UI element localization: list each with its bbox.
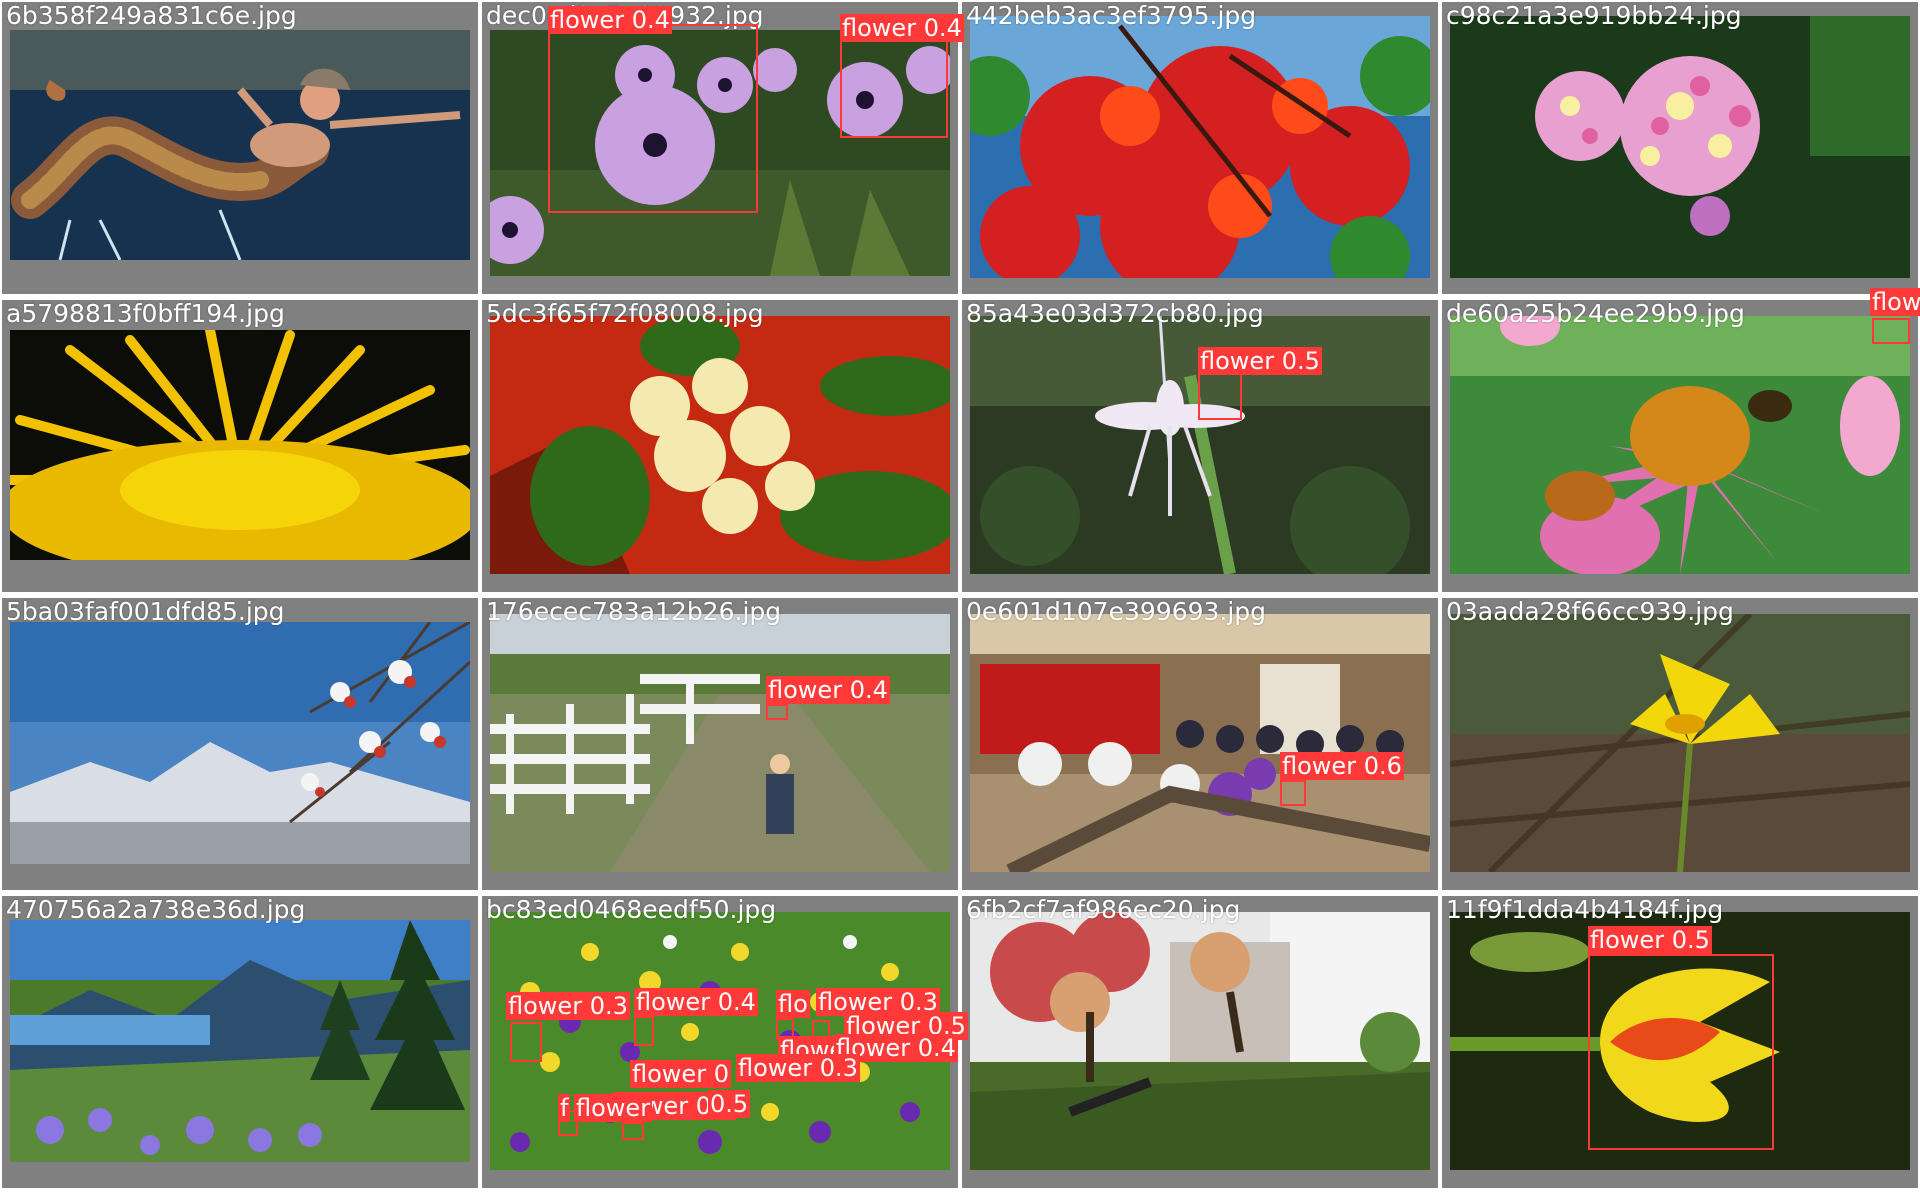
detection-label: flower 0.3 bbox=[736, 1054, 860, 1082]
tile-13-photo bbox=[10, 920, 470, 1162]
filename-label: 442beb3ac3ef3795.jpg bbox=[966, 1, 1257, 30]
detection-label: flower 0.5 bbox=[1198, 347, 1322, 375]
filename-label: 85a43e03d372cb80.jpg bbox=[966, 299, 1264, 328]
tile-12-photo bbox=[1450, 614, 1910, 872]
detection-label: flower 0.4 bbox=[766, 676, 890, 704]
tile-7[interactable]: 85a43e03d372cb80.jpg flower 0.5 bbox=[962, 299, 1438, 592]
detection-label: flower 0.6 bbox=[1280, 752, 1404, 780]
detection-box bbox=[510, 1022, 542, 1062]
tile-2-photo bbox=[490, 30, 950, 276]
tile-8-photo bbox=[1450, 316, 1910, 574]
filename-label: 5dc3f65f72f08008.jpg bbox=[486, 299, 764, 328]
tile-3-photo bbox=[970, 16, 1430, 278]
filename-label: 6b358f249a831c6e.jpg bbox=[6, 1, 297, 30]
detection-box bbox=[622, 1122, 644, 1140]
detection-box bbox=[766, 704, 788, 720]
tile-15-photo bbox=[970, 912, 1430, 1170]
detection-box bbox=[1280, 780, 1306, 806]
tile-16[interactable]: 11f9f1dda4b4184f.jpg flower 0.5 bbox=[1442, 895, 1918, 1188]
detection-box bbox=[1198, 372, 1242, 420]
tile-14-photo bbox=[490, 912, 950, 1170]
tile-12[interactable]: 03aada28f66cc939.jpg bbox=[1442, 597, 1918, 890]
detection-box bbox=[548, 24, 758, 213]
tile-5[interactable]: a5798813f0bff194.jpg bbox=[2, 299, 478, 592]
tile-1[interactable]: 6b358f249a831c6e.jpg bbox=[2, 1, 478, 294]
tile-10[interactable]: 176ecec783a12b26.jpg flower 0.4 bbox=[482, 597, 958, 890]
tile-1-photo bbox=[10, 30, 470, 260]
detection-label: flower 0.3 bbox=[506, 992, 630, 1020]
detection-box bbox=[1588, 954, 1774, 1150]
detection-label: flower 0.5 bbox=[1588, 926, 1712, 954]
filename-label: 5ba03faf001dfd85.jpg bbox=[6, 597, 285, 626]
tile-6-photo bbox=[490, 316, 950, 574]
detection-box bbox=[1872, 318, 1910, 344]
tile-14[interactable]: bc83ed0468eedf50.jpg flower 0.3 flower 0… bbox=[482, 895, 968, 1188]
tile-9-photo bbox=[10, 622, 470, 864]
detection-label: flower 0.4 bbox=[840, 14, 964, 42]
tile-11[interactable]: 0e601d107e399693.jpg flower 0.6 bbox=[962, 597, 1438, 890]
tile-4-photo bbox=[1450, 16, 1910, 278]
tile-3[interactable]: 442beb3ac3ef3795.jpg bbox=[962, 1, 1438, 294]
filename-label: de60a25b24ee29b9.jpg bbox=[1446, 299, 1745, 328]
tile-11-photo bbox=[970, 614, 1430, 872]
detection-label: flower 0.3 bbox=[816, 988, 940, 1016]
tile-2[interactable]: dec0cd2c5a93932.jpg flower 0.4 flower 0.… bbox=[482, 1, 964, 294]
detection-label: flower 0.4 bbox=[548, 6, 672, 34]
tile-6[interactable]: 5dc3f65f72f08008.jpg bbox=[482, 299, 958, 592]
detection-label: flo bbox=[776, 990, 810, 1018]
detection-label: 0.5 bbox=[708, 1090, 751, 1118]
filename-label: 6fb2cf7af986ec20.jpg bbox=[966, 895, 1241, 924]
detection-box bbox=[634, 1016, 654, 1046]
filename-label: 176ecec783a12b26.jpg bbox=[486, 597, 782, 626]
filename-label: 03aada28f66cc939.jpg bbox=[1446, 597, 1734, 626]
tile-5-photo bbox=[10, 330, 470, 560]
filename-label: 0e601d107e399693.jpg bbox=[966, 597, 1267, 626]
detection-label: flower bbox=[574, 1094, 653, 1122]
detection-label: f bbox=[558, 1094, 571, 1122]
tile-9[interactable]: 5ba03faf001dfd85.jpg bbox=[2, 597, 478, 890]
filename-label: a5798813f0bff194.jpg bbox=[6, 299, 285, 328]
detection-label: flow bbox=[1870, 288, 1920, 316]
filename-label: bc83ed0468eedf50.jpg bbox=[486, 895, 777, 924]
tile-4[interactable]: c98c21a3e919bb24.jpg bbox=[1442, 1, 1918, 294]
detection-box bbox=[840, 32, 948, 138]
tile-8[interactable]: de60a25b24ee29b9.jpg flow bbox=[1442, 288, 1920, 592]
filename-label: c98c21a3e919bb24.jpg bbox=[1446, 1, 1742, 30]
detection-label: flower 0 bbox=[630, 1060, 731, 1088]
filename-label: 470756a2a738e36d.jpg bbox=[6, 895, 306, 924]
tile-10-photo bbox=[490, 614, 950, 872]
filename-label: 11f9f1dda4b4184f.jpg bbox=[1446, 895, 1724, 924]
detection-label: flower 0.4 bbox=[634, 988, 758, 1016]
tile-15[interactable]: 6fb2cf7af986ec20.jpg bbox=[962, 895, 1438, 1188]
tile-13[interactable]: 470756a2a738e36d.jpg bbox=[2, 895, 478, 1188]
